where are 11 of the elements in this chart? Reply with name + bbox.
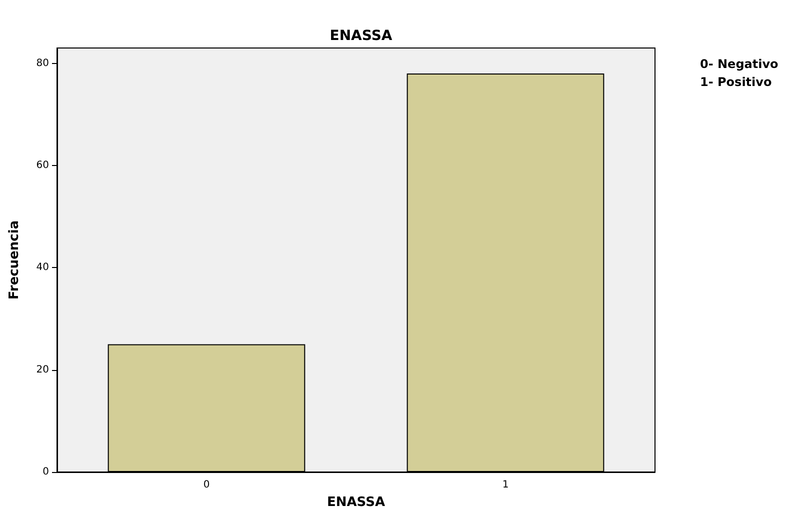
text: 1- Positivo [700, 75, 772, 89]
y-tick-label: 40 [36, 262, 49, 274]
x-axis-title: ENASSA [326, 495, 386, 510]
text: 0- Negativo [700, 57, 778, 71]
y-tick-label: 0 [42, 466, 49, 478]
y-tick-label: 80 [36, 58, 49, 69]
y-tick-label: 20 [36, 364, 49, 376]
y-axis-title: Frecuencia [7, 220, 22, 300]
y-tick-label: 60 [36, 160, 49, 171]
x-tick-label: 1 [502, 480, 509, 490]
chart-title: ENASSA [330, 28, 392, 44]
